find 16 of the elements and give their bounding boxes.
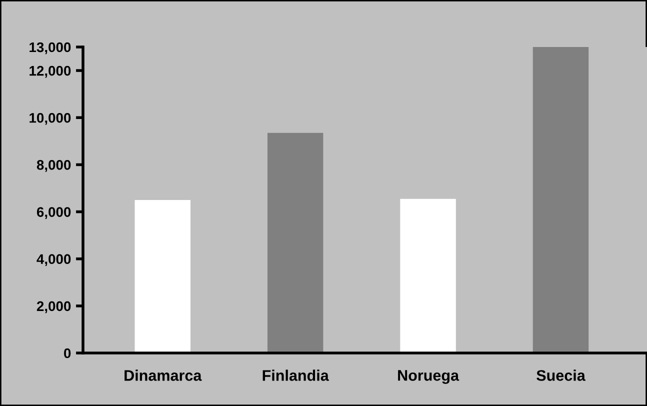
y-tick-label: 0 — [64, 348, 71, 358]
y-tick-label: 13,000 — [30, 42, 71, 54]
x-tick-label: Dinamarca — [124, 370, 202, 381]
x-tick-label: Finlandia — [262, 370, 329, 381]
y-tick-label: 10,000 — [30, 112, 71, 125]
bar — [267, 132, 324, 353]
x-tick-label: Noruega — [398, 370, 460, 384]
x-tick-label: Suecia — [536, 370, 586, 381]
y-tick-label: 6,000 — [36, 207, 71, 219]
y-tick-label: 8,000 — [36, 160, 71, 172]
bar — [400, 198, 456, 353]
bar — [134, 200, 190, 353]
bar — [532, 47, 589, 353]
y-tick-label: 2,000 — [36, 301, 71, 314]
y-tick-label: 4,000 — [36, 254, 71, 266]
y-tick-label: 12,000 — [30, 66, 71, 78]
